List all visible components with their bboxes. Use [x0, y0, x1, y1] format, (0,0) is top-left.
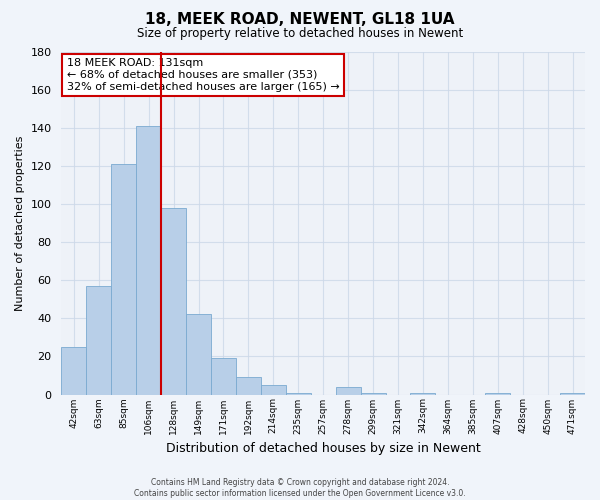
- Bar: [136, 126, 161, 394]
- Bar: [485, 392, 510, 394]
- Text: Contains HM Land Registry data © Crown copyright and database right 2024.
Contai: Contains HM Land Registry data © Crown c…: [134, 478, 466, 498]
- Bar: [560, 392, 585, 394]
- Bar: [61, 347, 86, 395]
- Bar: [111, 164, 136, 394]
- Bar: [86, 286, 111, 395]
- Bar: [236, 378, 261, 394]
- Y-axis label: Number of detached properties: Number of detached properties: [15, 136, 25, 310]
- Bar: [261, 385, 286, 394]
- Text: 18 MEEK ROAD: 131sqm
← 68% of detached houses are smaller (353)
32% of semi-deta: 18 MEEK ROAD: 131sqm ← 68% of detached h…: [67, 58, 340, 92]
- X-axis label: Distribution of detached houses by size in Newent: Distribution of detached houses by size …: [166, 442, 481, 455]
- Bar: [186, 314, 211, 394]
- Bar: [286, 392, 311, 394]
- Bar: [211, 358, 236, 394]
- Text: 18, MEEK ROAD, NEWENT, GL18 1UA: 18, MEEK ROAD, NEWENT, GL18 1UA: [145, 12, 455, 28]
- Bar: [410, 392, 436, 394]
- Bar: [335, 387, 361, 394]
- Bar: [361, 392, 386, 394]
- Bar: [161, 208, 186, 394]
- Text: Size of property relative to detached houses in Newent: Size of property relative to detached ho…: [137, 28, 463, 40]
